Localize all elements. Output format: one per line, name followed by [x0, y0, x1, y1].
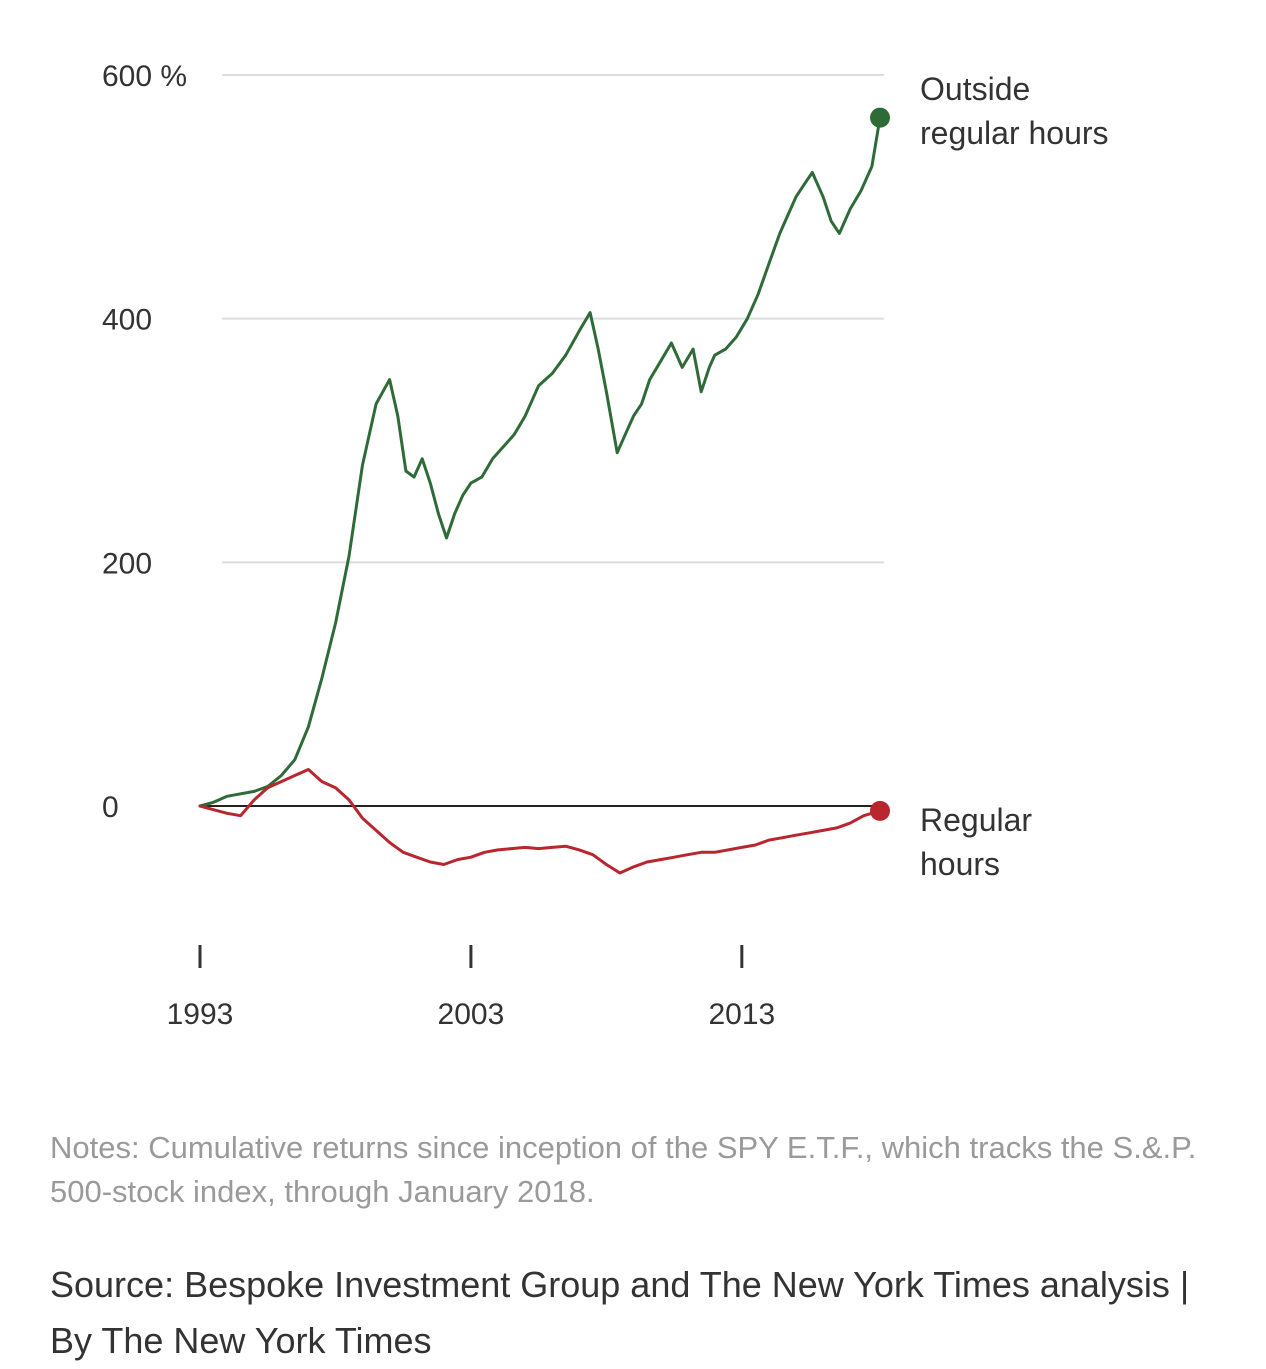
y-tick-label: 600 %: [102, 60, 187, 93]
chart-notes: Notes: Cumulative returns since inceptio…: [50, 1130, 1197, 1209]
series-line-0: [198, 116, 882, 808]
grid: [222, 74, 884, 564]
series-label: hours: [920, 846, 1000, 882]
y-tick-label: 0: [102, 791, 119, 824]
series: [198, 107, 890, 875]
series-label: Regular: [920, 802, 1032, 838]
chart-source: Source: Bespoke Investment Group and The…: [50, 1264, 1190, 1361]
series-end-point-0: [870, 107, 890, 128]
x-tick-label: 2003: [438, 998, 505, 1031]
x-tick-label: 2013: [708, 998, 775, 1031]
series-line-1: [198, 768, 882, 875]
y-tick-label: 200: [102, 547, 152, 580]
labels: 600 % 400 200 0 1993 2003 2013 Outside regular h…: [102, 60, 1109, 1031]
series-label: regular hours: [920, 115, 1109, 151]
y-tick-label: 400: [102, 304, 152, 337]
chart: 600 % 400 200 0 1993 2003 2013 Outside regular h…: [102, 60, 1109, 1031]
series-end-point-1: [870, 800, 890, 821]
x-tick-label: 1993: [167, 998, 234, 1031]
axes: [198, 805, 880, 968]
series-label: Outside: [920, 71, 1030, 107]
